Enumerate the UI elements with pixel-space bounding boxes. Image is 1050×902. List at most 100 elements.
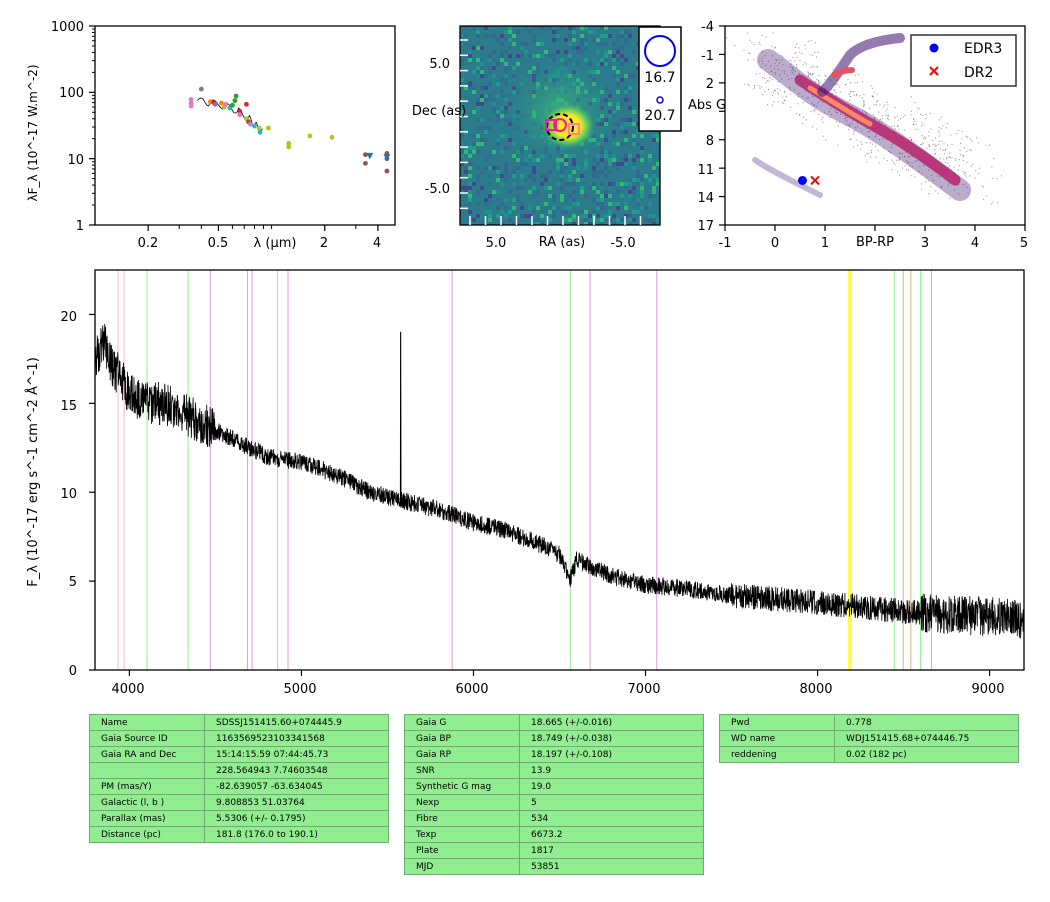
- cutout-pixel: [600, 26, 604, 30]
- cutout-pixel: [596, 182, 600, 186]
- hrd-star: [854, 82, 856, 84]
- cutout-pixel: [464, 218, 468, 222]
- hrd-star: [844, 124, 847, 126]
- cutout-pixel: [588, 162, 592, 166]
- cutout-pixel: [464, 170, 468, 174]
- cutout-pixel: [484, 130, 488, 134]
- info-table-row: Texp 6673.2: [404, 826, 704, 843]
- hrd-star: [868, 135, 870, 138]
- cutout-pixel: [652, 186, 656, 190]
- cutout-pixel: [552, 38, 556, 42]
- cutout-pixel: [556, 34, 560, 38]
- hrd-star: [856, 93, 858, 95]
- cutout-pixel: [532, 34, 536, 38]
- hrd-star: [947, 144, 949, 146]
- cutout-pixel: [496, 110, 500, 114]
- hrd-star: [877, 149, 879, 151]
- cutout-pixel: [568, 34, 572, 38]
- hrd-star: [854, 74, 857, 76]
- hrd-star: [863, 93, 865, 96]
- hrd-star: [941, 140, 943, 142]
- hrd-star: [946, 156, 948, 159]
- hrd-star: [932, 144, 934, 146]
- cutout-pixel: [496, 190, 500, 194]
- cutout-pixel: [648, 194, 652, 198]
- info-table-row: Pwd 0.778: [719, 714, 1019, 731]
- hrd-star: [876, 101, 878, 103]
- hrd-star: [796, 66, 798, 68]
- hrd-star: [878, 162, 880, 164]
- cutout-pixel: [460, 62, 464, 66]
- hrd-star: [804, 62, 806, 64]
- hrd-star: [894, 117, 896, 119]
- hrd-star: [871, 87, 874, 89]
- hrd-star: [777, 101, 779, 103]
- cutout-pixel: [608, 38, 612, 42]
- cutout-pixel: [484, 166, 488, 170]
- cutout-pixel: [636, 202, 640, 206]
- hrd-star: [799, 51, 801, 53]
- hrd-star: [942, 149, 944, 151]
- cutout-pixel: [500, 94, 504, 98]
- cutout-pixel: [504, 134, 508, 138]
- sed-photometry-point: [188, 103, 194, 109]
- hrd-star: [814, 111, 816, 113]
- info-table-row: Synthetic G mag 19.0: [404, 778, 704, 795]
- cutout-pixel: [560, 166, 564, 170]
- hrd-star: [773, 101, 775, 103]
- hrd-star: [879, 104, 881, 106]
- cutout-pixel: [524, 178, 528, 182]
- hrd-star: [914, 128, 916, 130]
- hrd-star: [921, 122, 923, 124]
- hrd-star: [993, 157, 995, 160]
- cutout-pixel: [480, 98, 484, 102]
- hrd-star: [892, 161, 894, 163]
- sed-photometry-point: [384, 168, 390, 174]
- hrd-xtick-label: 1: [821, 236, 829, 251]
- cutout-pixel: [612, 222, 616, 225]
- hrd-star: [914, 140, 916, 142]
- info-key: Gaia RA and Dec: [89, 746, 205, 763]
- hrd-star: [810, 110, 812, 112]
- cutout-pixel: [504, 214, 508, 218]
- hrd-star: [899, 156, 901, 159]
- hrd-star: [815, 105, 818, 107]
- cutout-pixel: [520, 174, 524, 178]
- hrd-star: [819, 100, 821, 102]
- hrd-star: [883, 147, 885, 149]
- hrd-star: [882, 138, 884, 140]
- hrd-star: [748, 84, 750, 87]
- hrd-star: [809, 74, 812, 76]
- cutout-pixel: [504, 66, 508, 70]
- cutout-pixel: [480, 102, 484, 106]
- sed-ytick-label: 100: [59, 86, 84, 101]
- hrd-star: [906, 168, 908, 170]
- spectrum-xtick-label: 9000: [971, 682, 1004, 697]
- hrd-star: [777, 91, 779, 93]
- cutout-pixel: [564, 30, 568, 34]
- hrd-star: [1000, 175, 1003, 177]
- hrd-star: [885, 114, 887, 116]
- hrd-star: [839, 113, 842, 116]
- hrd-star: [817, 102, 819, 104]
- cutout-pixel: [468, 190, 472, 194]
- cutout-pixel: [612, 154, 616, 158]
- cutout-pixel: [652, 146, 656, 150]
- cutout-pixel: [600, 218, 604, 222]
- hrd-star: [922, 142, 924, 144]
- cutout-pixel: [552, 210, 556, 214]
- hrd-star: [873, 118, 875, 120]
- hrd-star: [910, 114, 912, 116]
- cutout-pixel: [484, 210, 488, 214]
- cutout-pixel: [520, 214, 524, 218]
- cutout-pixel: [512, 222, 516, 225]
- cutout-pixel: [528, 174, 532, 178]
- cutout-pixel: [648, 202, 652, 206]
- hrd-star: [822, 135, 824, 137]
- cutout-pixel: [640, 174, 644, 178]
- cutout-pixel: [564, 38, 568, 42]
- cutout-pixel: [640, 162, 644, 166]
- cutout-pixel: [532, 186, 536, 190]
- cutout-pixel: [532, 178, 536, 182]
- cutout-pixel: [540, 54, 544, 58]
